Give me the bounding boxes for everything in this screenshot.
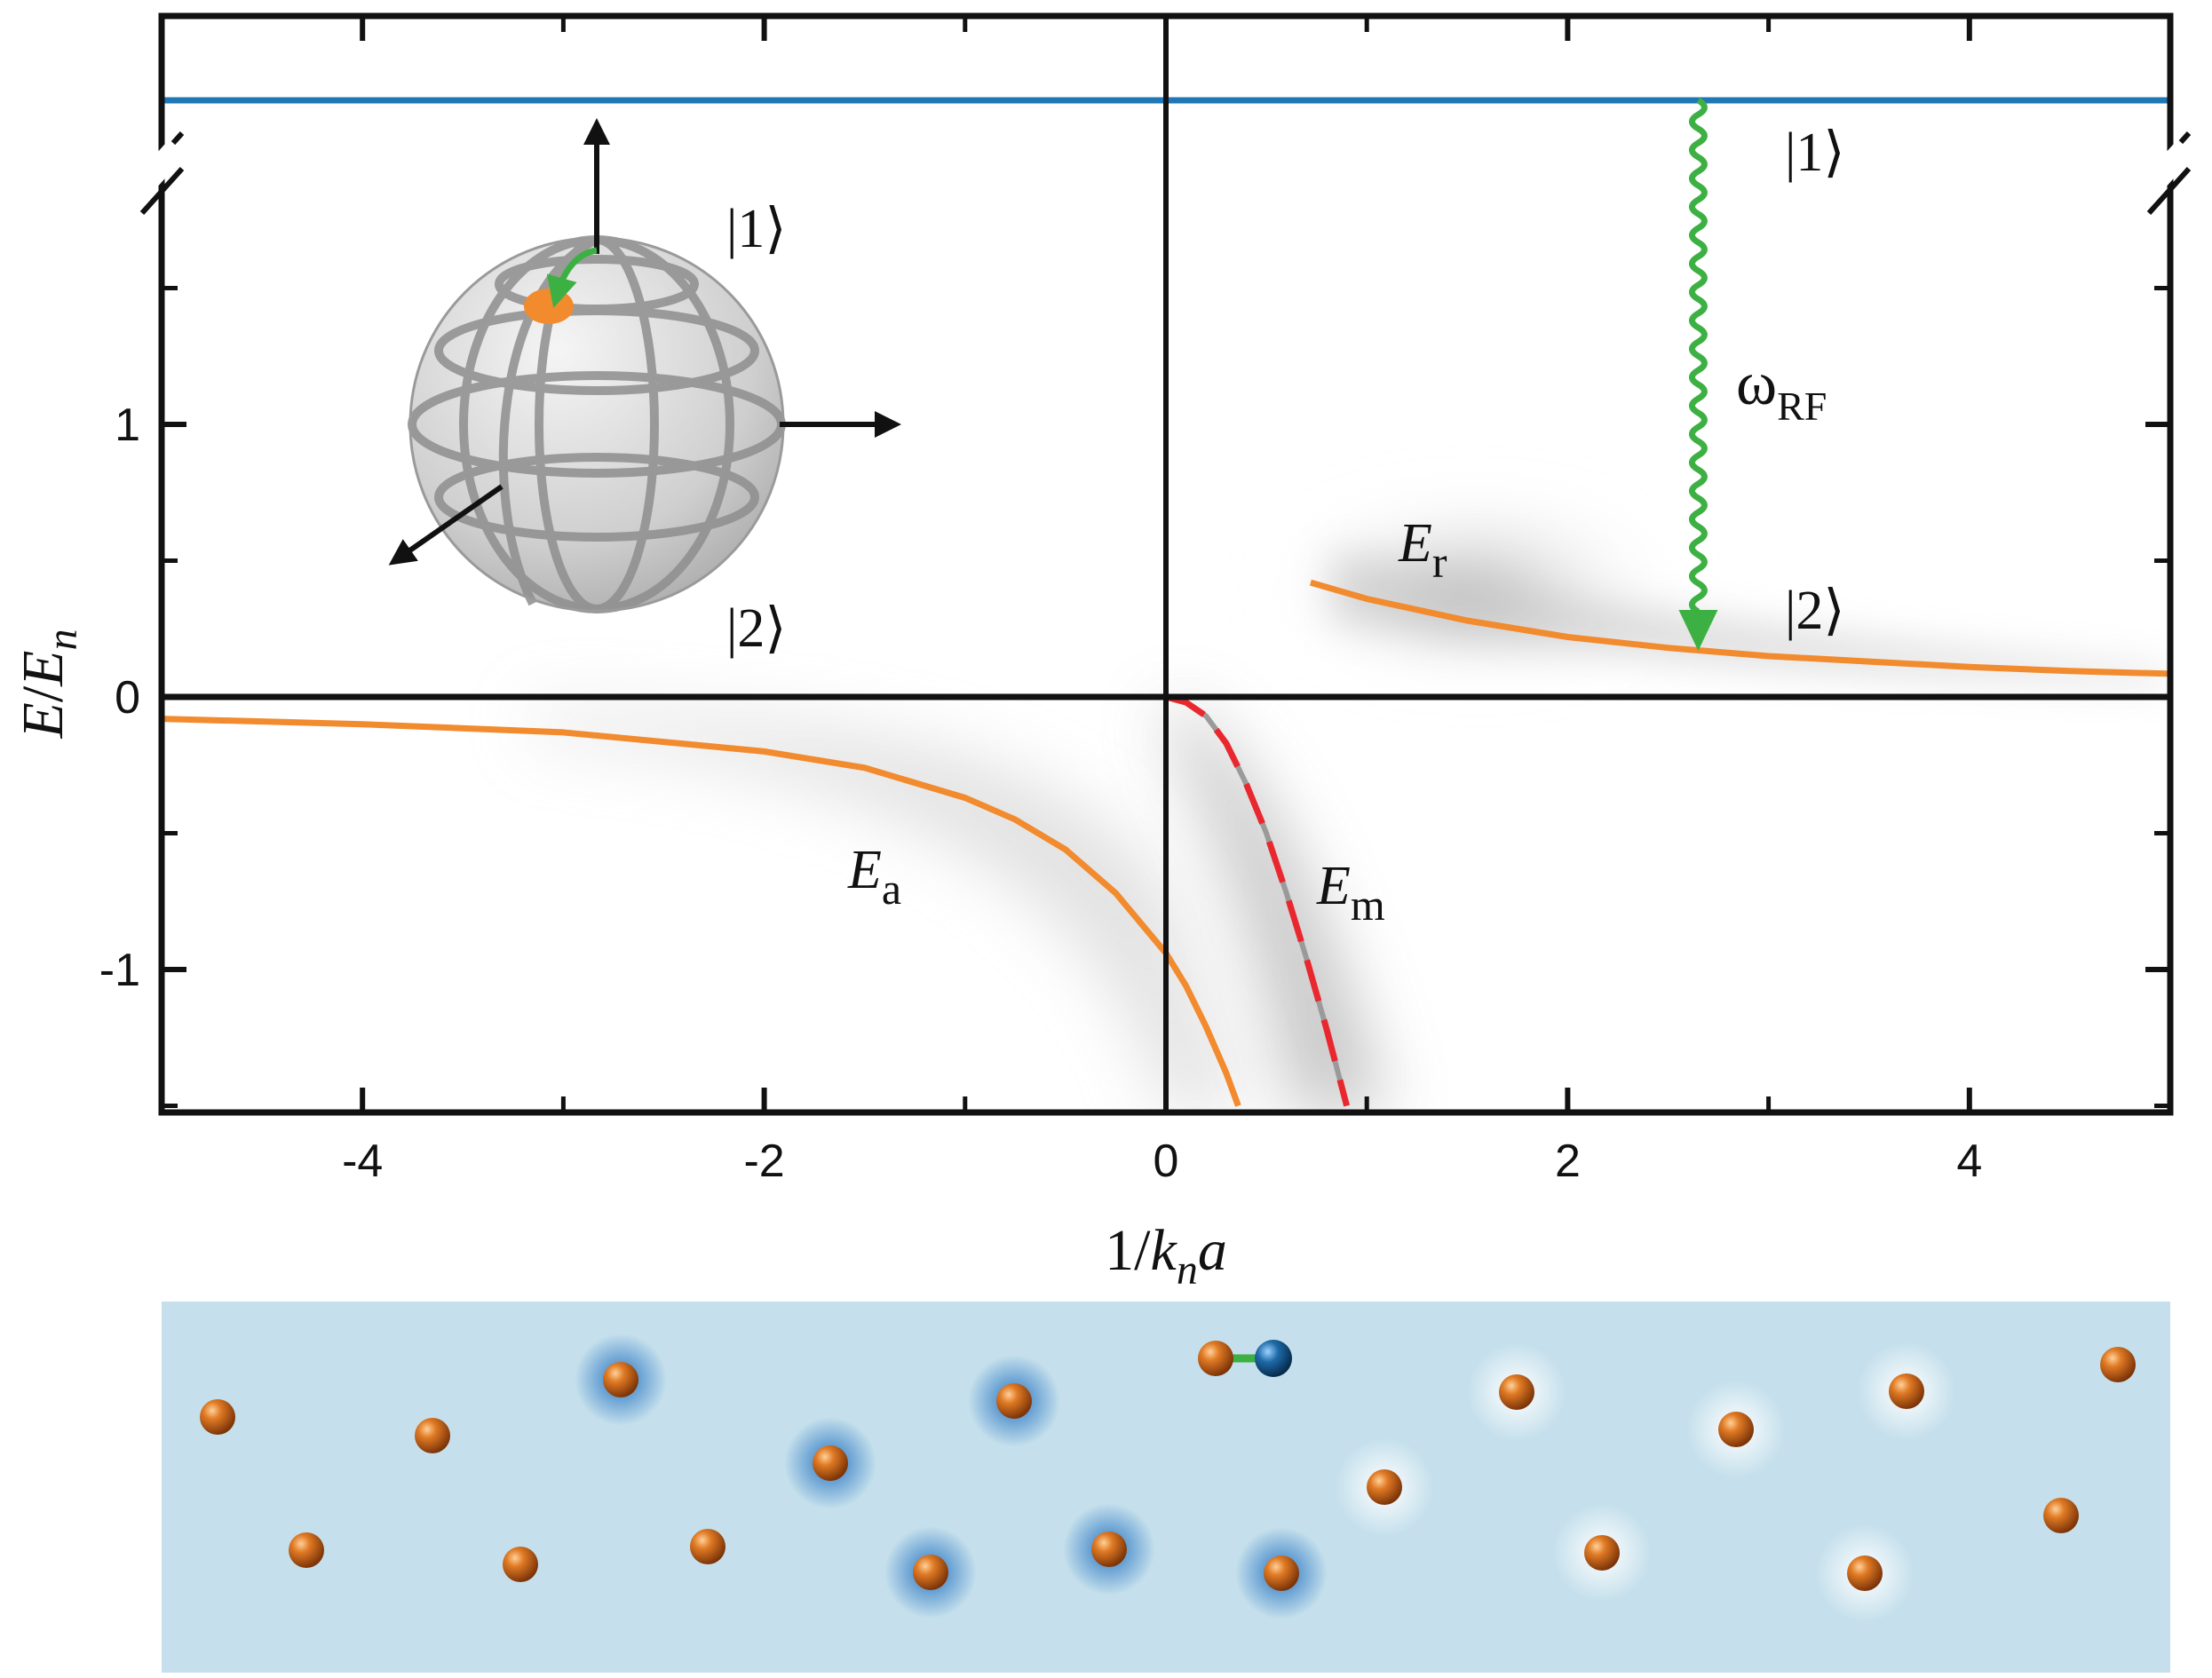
bath-atom	[2043, 1498, 2079, 1533]
bath-atom	[1367, 1469, 1402, 1505]
bath-atom	[1718, 1412, 1754, 1447]
label-em: Em	[1316, 856, 1385, 930]
bloch-state-dot	[524, 289, 574, 324]
bath-atom	[1198, 1341, 1233, 1376]
bath-atom	[1889, 1373, 1924, 1409]
series-E_a	[162, 716, 1241, 1107]
bath-atom	[1264, 1555, 1299, 1591]
x-tick-label: 2	[1555, 1136, 1581, 1187]
label-ket2-right: |2⟩	[1785, 581, 1845, 641]
bath-atom	[690, 1529, 725, 1564]
axis-break-right	[2142, 131, 2195, 216]
series-E_r	[1309, 579, 2170, 677]
rf-wavy-arrow	[1689, 97, 1708, 615]
label-ket2-sphere: |2⟩	[726, 598, 787, 659]
bath-atom	[813, 1445, 848, 1481]
bath-atom	[415, 1418, 450, 1453]
em-glow	[1166, 701, 1385, 1112]
sphere-grid	[408, 235, 786, 613]
ea-glow	[533, 710, 1243, 1112]
bath-atom	[289, 1532, 324, 1568]
label-ket1-right: |1⟩	[1785, 123, 1845, 183]
bath-atom	[1499, 1374, 1534, 1410]
bath-atom	[1847, 1555, 1883, 1591]
rf-transition	[1678, 97, 1718, 651]
series-layer	[162, 579, 2170, 1107]
ticks: -4 -2 0 2 4 -1 0 1	[99, 16, 2170, 1187]
x-tick-label: 4	[1956, 1136, 1982, 1187]
axis-break-left	[133, 131, 186, 216]
impurity-atom	[1255, 1340, 1292, 1377]
x-tick-label: 0	[1154, 1136, 1179, 1187]
bath-atom	[2100, 1347, 2136, 1382]
label-ket1-sphere: |1⟩	[726, 199, 787, 259]
y-tick-label: 1	[115, 400, 140, 451]
atom-bath-panel	[162, 1302, 2170, 1673]
bath-atom	[200, 1399, 235, 1435]
label-ea: Ea	[847, 840, 901, 914]
bloch-x-axis	[388, 484, 503, 566]
bath-atom	[503, 1547, 538, 1582]
bloch-rotation-arrow	[546, 247, 598, 308]
atoms	[200, 1341, 2136, 1591]
x-axis-title: 1/kna	[1105, 1218, 1227, 1294]
series-E_m	[1165, 693, 1350, 1107]
label-er: Er	[1398, 513, 1447, 587]
bath-atom	[603, 1362, 638, 1397]
bath-atom	[996, 1383, 1032, 1419]
y-tick-label: 0	[115, 672, 140, 724]
label-omega-rf: ωRF	[1736, 350, 1827, 429]
y-tick-label: -1	[99, 945, 140, 996]
y-axis-title: E/En	[11, 629, 86, 740]
x-tick-label: -4	[342, 1136, 383, 1187]
bloch-sphere: |1⟩ |2⟩	[388, 118, 901, 659]
bath-atom	[913, 1555, 948, 1590]
x-tick-label: -2	[743, 1136, 784, 1187]
bath-atom	[1091, 1532, 1127, 1567]
bath-atom	[1584, 1535, 1620, 1571]
rf-arrowhead	[1678, 610, 1718, 651]
